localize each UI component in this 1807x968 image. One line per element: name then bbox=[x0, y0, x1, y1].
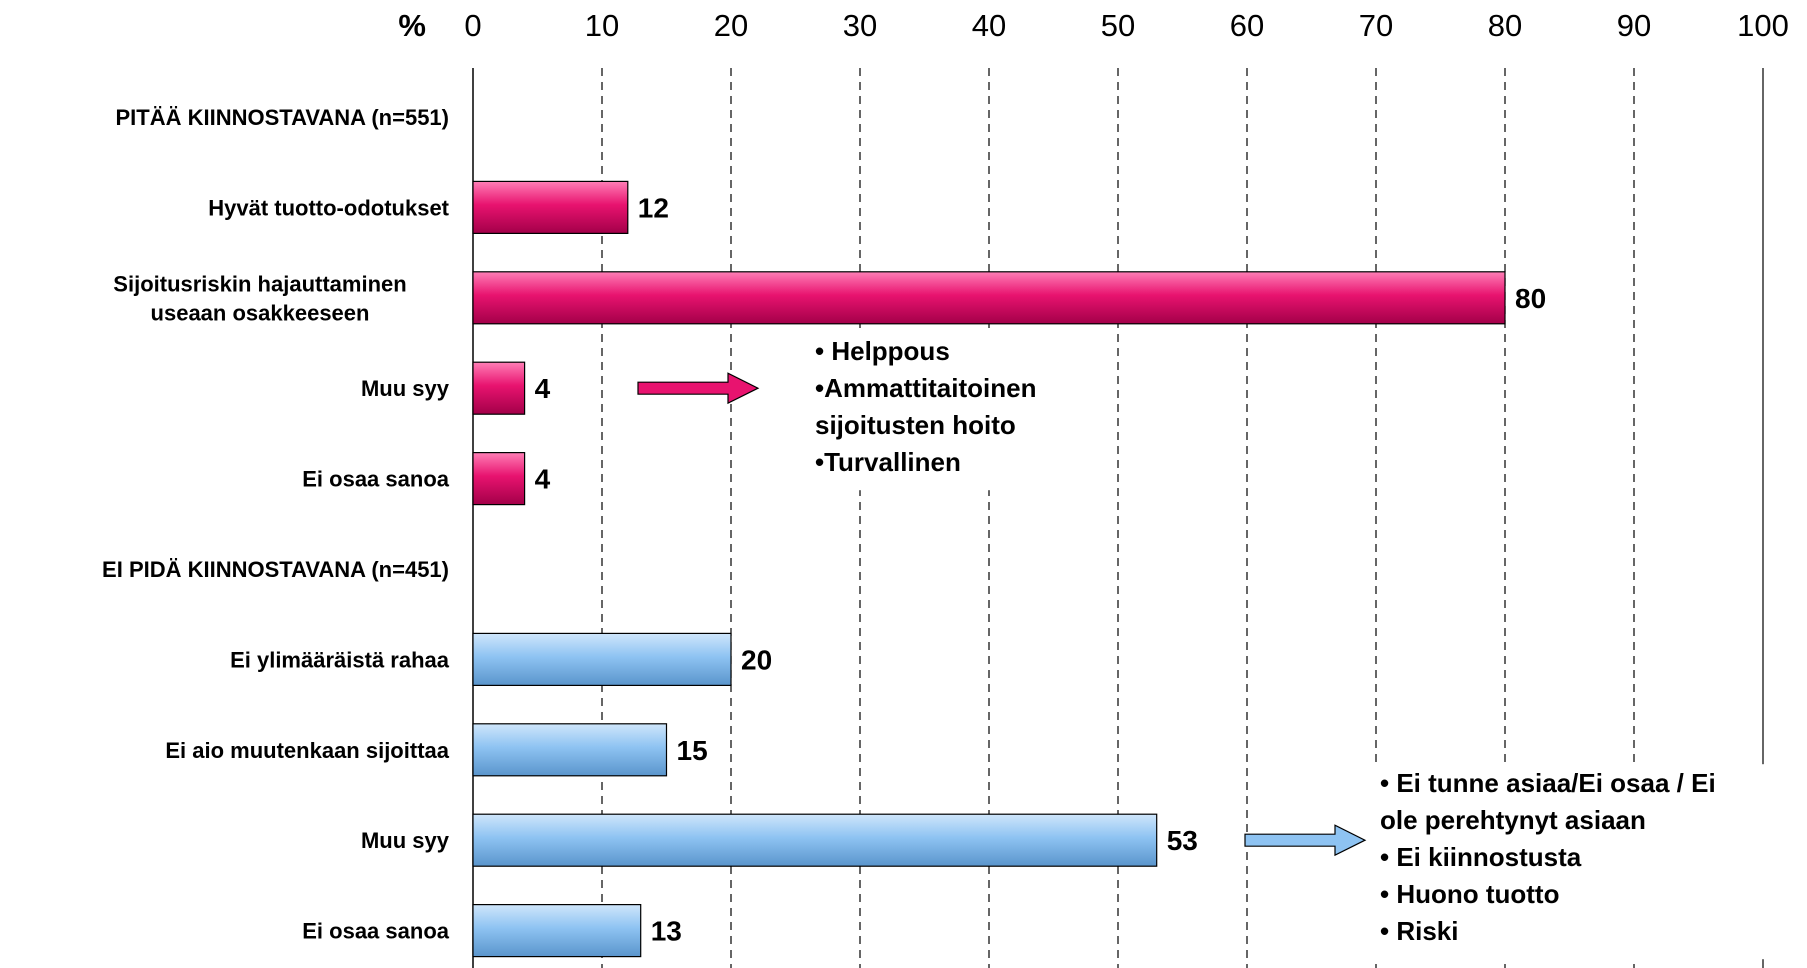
bar-value-label: 13 bbox=[651, 916, 682, 947]
x-tick-label: 100 bbox=[1737, 8, 1789, 43]
x-axis: % 0 10 20 30 40 50 60 70 80 90 100 bbox=[398, 8, 1788, 43]
annotation-line: • Ei tunne asiaa/Ei osaa / Ei bbox=[1380, 768, 1716, 798]
bar-value-label: 80 bbox=[1515, 283, 1546, 314]
category-label: Hyvät tuotto-odotukset bbox=[208, 195, 449, 220]
group-header-label: PITÄÄ KIINNOSTAVANA (n=551) bbox=[116, 105, 450, 130]
category-label: Ei ylimääräistä rahaa bbox=[230, 647, 450, 672]
annotation-line: sijoitusten hoito bbox=[815, 410, 1016, 440]
annotation-background bbox=[1374, 764, 1764, 960]
arrow-right-icon bbox=[1244, 824, 1367, 857]
category-labels: PITÄÄ KIINNOSTAVANA (n=551) Hyvät tuotto-… bbox=[102, 105, 450, 944]
x-tick-label: 70 bbox=[1359, 8, 1393, 43]
bar-value-label: 4 bbox=[535, 373, 551, 404]
x-tick-label: 80 bbox=[1488, 8, 1522, 43]
annotation-line: • Huono tuotto bbox=[1380, 879, 1559, 909]
bar bbox=[472, 452, 526, 506]
x-tick-label: 0 bbox=[464, 8, 481, 43]
bar bbox=[472, 723, 668, 777]
group-header-label: EI PIDÄ KIINNOSTAVANA (n=451) bbox=[102, 557, 449, 582]
bar bbox=[472, 632, 732, 687]
bar bbox=[472, 361, 526, 415]
bar-value-label: 12 bbox=[638, 192, 669, 223]
category-label: Ei aio muutenkaan sijoittaa bbox=[165, 738, 449, 763]
unit-label: % bbox=[398, 8, 426, 43]
bar-value-label: 4 bbox=[535, 464, 551, 495]
category-label: Ei osaa sanoa bbox=[302, 919, 450, 944]
x-tick-label: 30 bbox=[843, 8, 877, 43]
x-tick-label: 10 bbox=[585, 8, 619, 43]
bar bbox=[472, 813, 1158, 867]
category-label: Ei osaa sanoa bbox=[302, 467, 450, 492]
bar bbox=[472, 903, 642, 958]
x-tick-label: 40 bbox=[972, 8, 1006, 43]
annotation-line: ole perehtynyt asiaan bbox=[1380, 805, 1646, 835]
category-label: Muu syy bbox=[361, 828, 450, 853]
x-tick-label: 20 bbox=[714, 8, 748, 43]
annotation-line: • Riski bbox=[1380, 916, 1458, 946]
annotations: • Helppous •Ammattitaitoinen sijoitusten h… bbox=[637, 336, 1716, 946]
category-label: useaan osakkeeseen bbox=[151, 300, 370, 325]
category-label: Sijoitusriskin hajauttaminen bbox=[113, 271, 406, 296]
x-tick-label: 90 bbox=[1617, 8, 1651, 43]
annotation-background bbox=[809, 332, 1109, 491]
x-tick-label: 60 bbox=[1230, 8, 1264, 43]
bars: 12 80 4 4 20 15 53 13 bbox=[472, 180, 1546, 958]
bar bbox=[472, 180, 629, 234]
bar-value-label: 53 bbox=[1167, 825, 1198, 856]
bar-value-label: 20 bbox=[741, 644, 772, 675]
bar bbox=[472, 271, 1506, 325]
bar-value-label: 15 bbox=[677, 735, 708, 766]
x-tick-label: 50 bbox=[1101, 8, 1135, 43]
annotation-line: •Ammattitaitoinen bbox=[815, 373, 1036, 403]
grid-lines bbox=[472, 68, 1764, 968]
annotation-line: • Helppous bbox=[815, 336, 950, 366]
annotation-line: • Ei kiinnostusta bbox=[1380, 842, 1582, 872]
arrow-right-icon bbox=[637, 372, 760, 405]
category-label: Muu syy bbox=[361, 376, 450, 401]
annotation-line: •Turvallinen bbox=[815, 447, 961, 477]
